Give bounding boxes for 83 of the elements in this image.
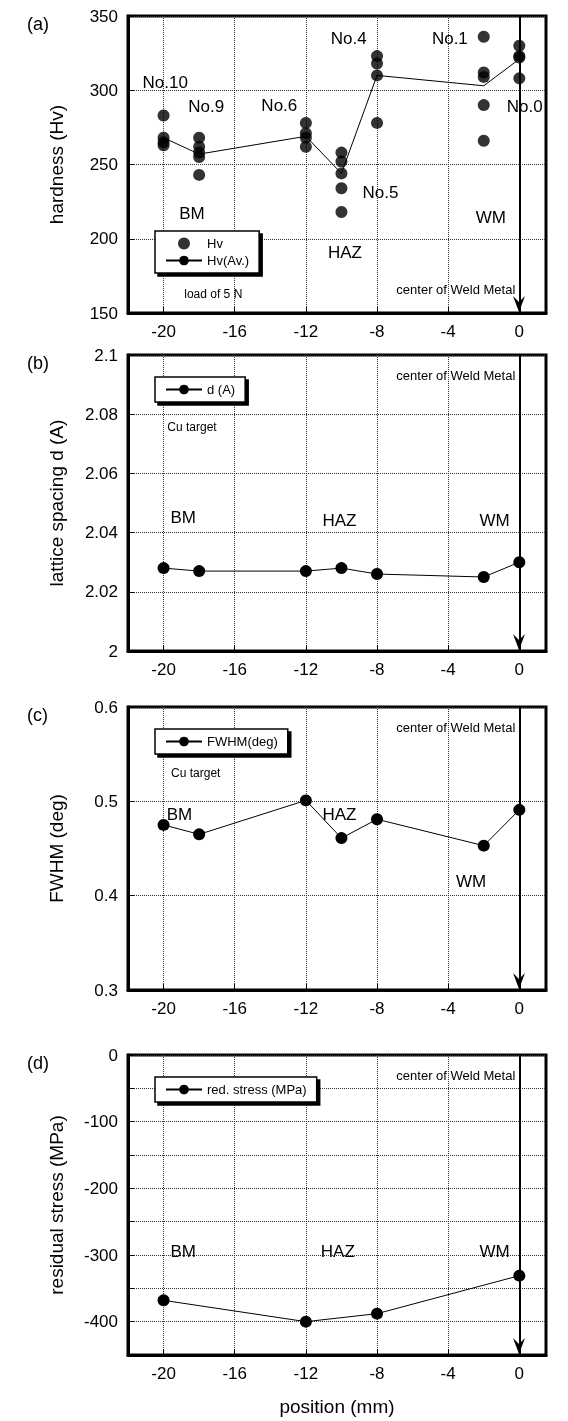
y-tick-label: 2.1 — [94, 345, 118, 365]
ref-line-label: center of Weld Metal — [396, 1067, 516, 1083]
y-tick-label: 250 — [89, 155, 118, 174]
y-axis-title: hardness (Hv) — [46, 104, 67, 225]
legend-label: Hv — [207, 236, 224, 251]
x-tick-label: -4 — [440, 1364, 456, 1383]
y-tick-label: 2.08 — [84, 404, 118, 424]
annotation: BM — [170, 1242, 196, 1262]
annotation: Cu target — [171, 765, 222, 780]
x-tick-label: -8 — [369, 1364, 385, 1383]
annotation: WM — [456, 872, 487, 892]
annotation: No.6 — [261, 95, 298, 115]
y-tick-label: 350 — [89, 6, 118, 26]
chart-title: (d) — [27, 1053, 49, 1073]
x-tick-label: -4 — [440, 322, 456, 341]
x-tick-label: -12 — [293, 1364, 319, 1383]
x-tick-label: -8 — [369, 660, 385, 679]
annotation: Cu target — [167, 419, 218, 434]
x-tick-label: -16 — [222, 660, 248, 679]
legend-label: d (A) — [207, 382, 236, 397]
ref-line-label: center of Weld Metal — [396, 719, 516, 735]
y-axis-title: residual stress (MPa) — [46, 1115, 67, 1295]
x-tick-label: -16 — [222, 1364, 248, 1383]
annotation: BM — [166, 805, 193, 825]
y-axis-title: lattice spacing d (A) — [46, 419, 67, 587]
chart-title: (c) — [27, 705, 48, 725]
legend-label: red. stress (MPa) — [207, 1082, 307, 1097]
annotation: HAZ — [322, 511, 357, 531]
x-tick-label: 0 — [514, 999, 525, 1018]
x-tick-label: -16 — [222, 322, 248, 341]
x-tick-label: 0 — [514, 660, 525, 679]
x-tick-label: -20 — [151, 660, 176, 679]
annotation: BM — [179, 204, 205, 224]
legend-label: FWHM(deg) — [207, 734, 278, 749]
chart-title: (b) — [27, 353, 49, 373]
x-tick-label: -8 — [369, 999, 385, 1018]
y-tick-label: 2 — [108, 641, 118, 661]
x-tick-label: -4 — [440, 660, 456, 679]
y-tick-label: -100 — [83, 1112, 118, 1132]
y-tick-label: 300 — [89, 80, 118, 100]
ref-line-label: center of Weld Metal — [396, 281, 516, 297]
x-tick-label: -12 — [293, 999, 319, 1018]
x-tick-label: -4 — [440, 999, 456, 1018]
legend-label: Hv(Av.) — [207, 253, 250, 268]
annotation: HAZ — [322, 805, 357, 825]
x-tick-label: -12 — [293, 660, 319, 679]
x-tick-label: 0 — [514, 1364, 525, 1383]
ref-line-label: center of Weld Metal — [396, 367, 516, 383]
x-tick-label: -20 — [151, 999, 176, 1018]
x-tick-label: -16 — [222, 999, 248, 1018]
annotation: WM — [479, 511, 510, 531]
annotation: WM — [479, 1242, 510, 1262]
annotation: HAZ — [320, 1242, 355, 1262]
x-tick-label: -20 — [151, 322, 176, 341]
y-tick-label: 200 — [89, 229, 118, 249]
y-tick-label: 2.04 — [84, 523, 118, 543]
annotation: WM — [475, 208, 506, 228]
annotation: No.9 — [188, 97, 225, 117]
y-tick-label: -200 — [83, 1178, 118, 1198]
annotation: load of 5 N — [184, 286, 243, 301]
y-tick-label: 0.3 — [94, 980, 118, 1000]
annotation: No.4 — [330, 28, 367, 48]
y-tick-label: 0 — [108, 1045, 118, 1065]
y-tick-label: 0.5 — [94, 791, 118, 811]
x-tick-label: -20 — [151, 1364, 176, 1383]
x-axis-title: position (mm) — [279, 1396, 395, 1417]
x-tick-label: -12 — [293, 322, 319, 341]
y-tick-label: 2.02 — [84, 582, 118, 602]
y-tick-label: 2.06 — [84, 463, 118, 483]
annotation: No.10 — [142, 73, 188, 93]
y-tick-label: -400 — [83, 1312, 118, 1332]
annotation: HAZ — [327, 242, 362, 262]
x-tick-label: -8 — [369, 322, 385, 341]
y-tick-label: 0.4 — [94, 886, 118, 906]
y-tick-label: -300 — [83, 1245, 118, 1265]
y-tick-label: 0.6 — [94, 697, 118, 717]
chart-title: (a) — [27, 14, 49, 34]
annotation: No.1 — [431, 28, 468, 48]
annotation: BM — [170, 508, 196, 528]
y-tick-label: 150 — [89, 303, 118, 323]
annotation: No.5 — [362, 183, 399, 203]
y-axis-title: FWHM (deg) — [46, 794, 67, 903]
x-tick-label: 0 — [514, 322, 525, 341]
